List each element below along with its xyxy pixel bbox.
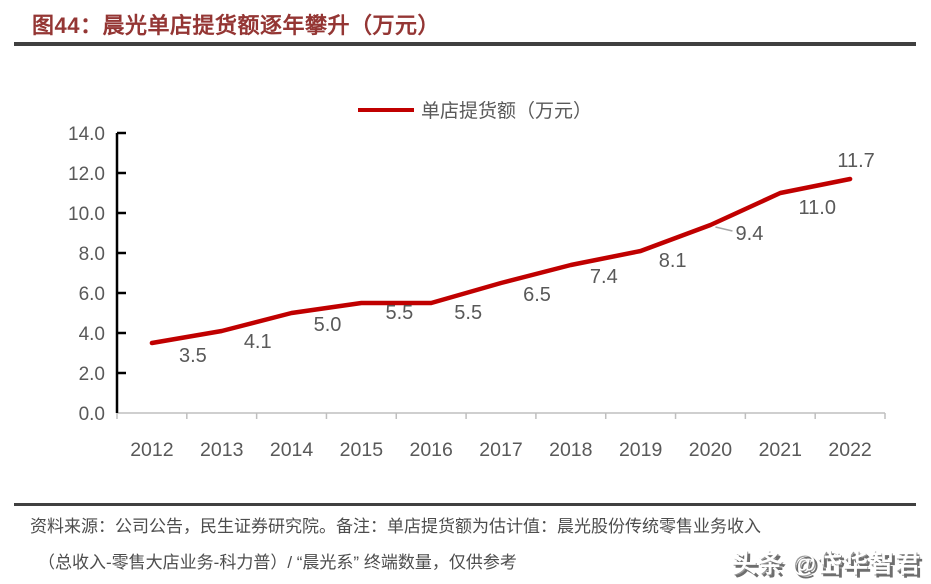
- y-tick-label: 0.0: [79, 404, 105, 425]
- series-line: [149, 176, 853, 346]
- x-tick-label: 2018: [549, 439, 592, 461]
- x-tick-label: 2015: [340, 439, 384, 461]
- y-tick-label: 8.0: [79, 244, 105, 265]
- y-tick-label: 14.0: [68, 124, 105, 145]
- x-tick-label: 2016: [409, 439, 452, 461]
- data-label: 3.5: [179, 345, 207, 367]
- data-label: 5.0: [314, 314, 342, 336]
- x-tick-label: 2022: [828, 439, 871, 461]
- x-tick-label: 2019: [619, 439, 662, 461]
- data-label: 11.7: [837, 150, 874, 172]
- label-leader-line: [715, 226, 733, 232]
- figure-title: 图44：晨光单店提货额逐年攀升（万元）: [32, 13, 440, 38]
- data-label: 5.5: [385, 302, 413, 324]
- y-tick-label: 4.0: [79, 324, 105, 345]
- x-tick-label: 2021: [759, 439, 802, 461]
- watermark: 头条 @岱华智君: [731, 550, 921, 578]
- source-note-line2: （总收入-零售大店业务-科力普）/ “晨光系” 终端数量，仅供参考: [38, 553, 517, 572]
- y-tick-label: 12.0: [68, 164, 105, 185]
- title-rule: [14, 42, 916, 46]
- y-tick-label: 10.0: [68, 204, 105, 225]
- source-note-line1: 资料来源：公司公告，民生证券研究院。备注：单店提货额为估计值：晨光股份传统零售业…: [30, 517, 761, 536]
- x-tick-label: 2020: [689, 439, 733, 461]
- data-label: 7.4: [590, 266, 618, 288]
- data-label: 6.5: [523, 284, 551, 306]
- x-tick-label: 2014: [270, 439, 314, 461]
- y-tick-label: 2.0: [79, 364, 105, 385]
- data-label: 4.1: [244, 331, 272, 353]
- data-label: 5.5: [454, 302, 482, 324]
- data-label: 8.1: [659, 250, 687, 272]
- x-tick-label: 2012: [130, 439, 173, 461]
- x-tick-label: 2017: [479, 439, 522, 461]
- legend-label: 单店提货额（万元）: [421, 101, 593, 122]
- footer-rule: [14, 503, 916, 506]
- data-label: 11.0: [799, 197, 836, 219]
- x-tick-label: 2013: [200, 439, 243, 461]
- y-tick-label: 6.0: [79, 284, 105, 305]
- legend-line-marker: [358, 107, 414, 112]
- data-label: 9.4: [736, 223, 764, 245]
- chart-legend: 单店提货额（万元）: [358, 96, 592, 123]
